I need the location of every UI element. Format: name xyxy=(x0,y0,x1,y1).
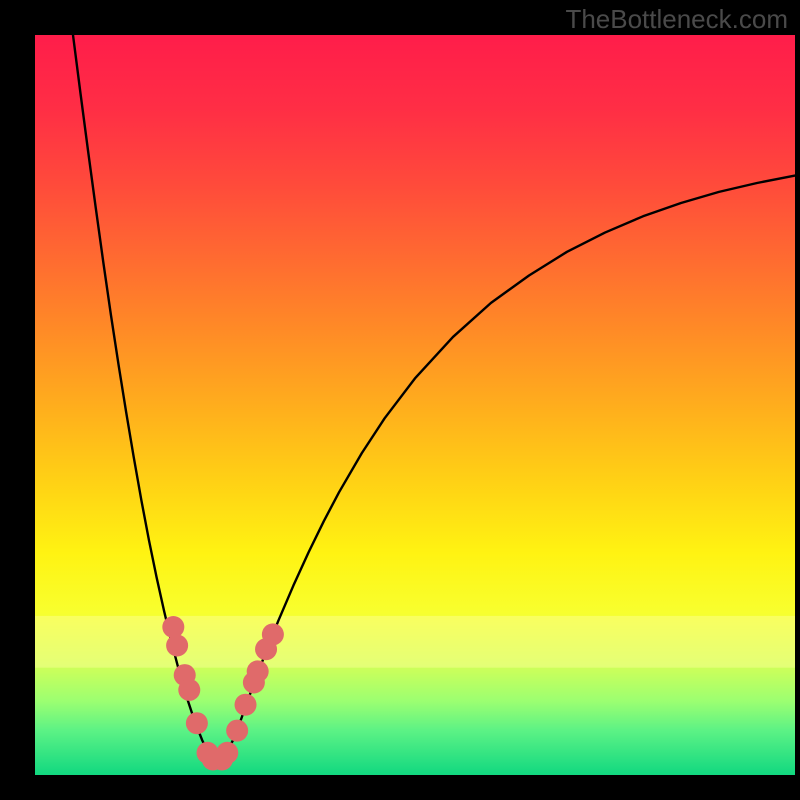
data-marker xyxy=(216,742,238,764)
data-marker xyxy=(262,623,284,645)
light-band xyxy=(35,616,795,668)
figure-frame: TheBottleneck.com xyxy=(0,0,800,800)
data-marker xyxy=(247,660,269,682)
data-marker xyxy=(186,712,208,734)
data-marker xyxy=(235,694,257,716)
data-marker xyxy=(178,679,200,701)
data-marker xyxy=(162,616,184,638)
chart-svg xyxy=(0,0,800,800)
data-marker xyxy=(226,720,248,742)
data-marker xyxy=(166,635,188,657)
